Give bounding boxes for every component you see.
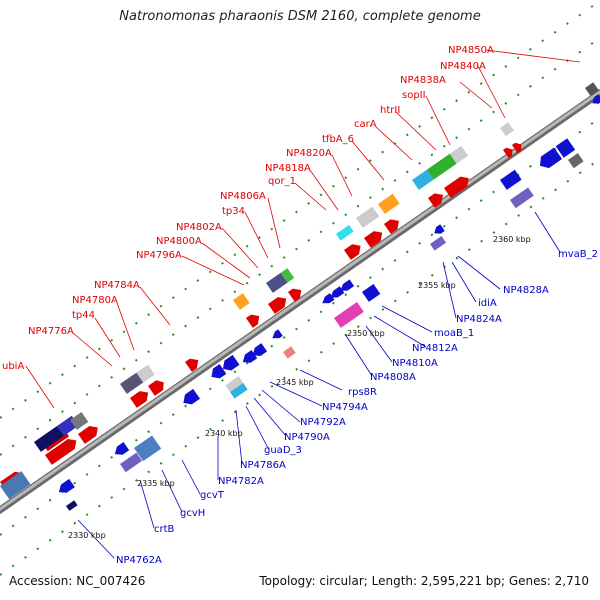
gene-label: tfbA_6	[322, 134, 354, 145]
gene-label: NP4806A	[220, 191, 266, 202]
svg-text:2345 kbp: 2345 kbp	[276, 378, 314, 387]
gene-label: qor_1	[268, 176, 296, 187]
gene-label: htrII	[380, 105, 400, 116]
gene-label: NP4796A	[136, 250, 182, 261]
gene-label: NP4802A	[176, 222, 222, 233]
gene-label: NP4810A	[392, 358, 438, 369]
svg-text:2350 kbp: 2350 kbp	[347, 329, 385, 338]
gene-label: tp44	[72, 310, 95, 321]
gene-label: NP4784A	[94, 280, 140, 291]
gene-label: ubiA	[2, 361, 24, 372]
gene-label: NP4820A	[286, 148, 332, 159]
gene-label: NP4840A	[440, 61, 486, 72]
gene-label: NP4818A	[265, 163, 311, 174]
map-title: Natronomonas pharaonis DSM 2160, complet…	[119, 9, 481, 24]
scale-marks: 2330 kbp 2335 kbp 2340 kbp 2345 kbp 2350…	[68, 235, 531, 540]
topology-text: Topology: circular; Length: 2,595,221 bp…	[259, 574, 589, 588]
gene-label: NP4828A	[503, 285, 549, 296]
gene-label: NP4792A	[300, 417, 346, 428]
gene-label: sopII	[402, 90, 426, 101]
gene-label: gcvH	[180, 508, 205, 519]
gene-label: mvaB_2	[558, 249, 598, 260]
gene-label: NP4786A	[240, 460, 286, 471]
forward-leaders	[25, 49, 581, 409]
accession-text: Accession: NC_007426	[9, 574, 146, 588]
reverse-labels: mvaB_2 NP4828A idiA NP4824A moaB_1 NP481…	[116, 249, 598, 566]
gene-label: crtB	[154, 524, 175, 535]
gene-label: NP4808A	[370, 372, 416, 383]
reverse-genes	[0, 94, 600, 511]
forward-labels: NP4850A NP4840A NP4838A sopII htrII carA…	[2, 45, 494, 372]
gene-label: NP4824A	[456, 314, 502, 325]
gene-label: gcvT	[200, 490, 225, 501]
gene-label: NP4780A	[72, 295, 118, 306]
svg-text:2340 kbp: 2340 kbp	[205, 429, 243, 438]
svg-text:2355 kbp: 2355 kbp	[418, 281, 456, 290]
gene-label: NP4794A	[322, 402, 368, 413]
gene-label: NP4838A	[400, 75, 446, 86]
forward-features	[34, 82, 599, 452]
gene-label: NP4790A	[284, 432, 330, 443]
gene-label: NP4782A	[218, 476, 264, 487]
gene-label: carA	[354, 119, 377, 130]
gene-label: tp34	[222, 206, 245, 217]
svg-text:2330 kbp: 2330 kbp	[68, 531, 106, 540]
gene-label: NP4762A	[116, 555, 162, 566]
gene-label: NP4812A	[412, 343, 458, 354]
gene-label: NP4850A	[448, 45, 494, 56]
gene-label: NP4800A	[156, 236, 202, 247]
svg-text:2335 kbp: 2335 kbp	[137, 479, 175, 488]
gene-label: rps8R	[348, 387, 377, 398]
guide-lines	[0, 0, 600, 576]
gene-label: guaD_3	[264, 445, 302, 456]
gene-label: idiA	[478, 298, 497, 309]
gene-label: NP4776A	[28, 326, 74, 337]
gene-label: moaB_1	[434, 328, 474, 339]
reverse-leaders	[77, 211, 561, 559]
svg-text:2360 kbp: 2360 kbp	[493, 235, 531, 244]
